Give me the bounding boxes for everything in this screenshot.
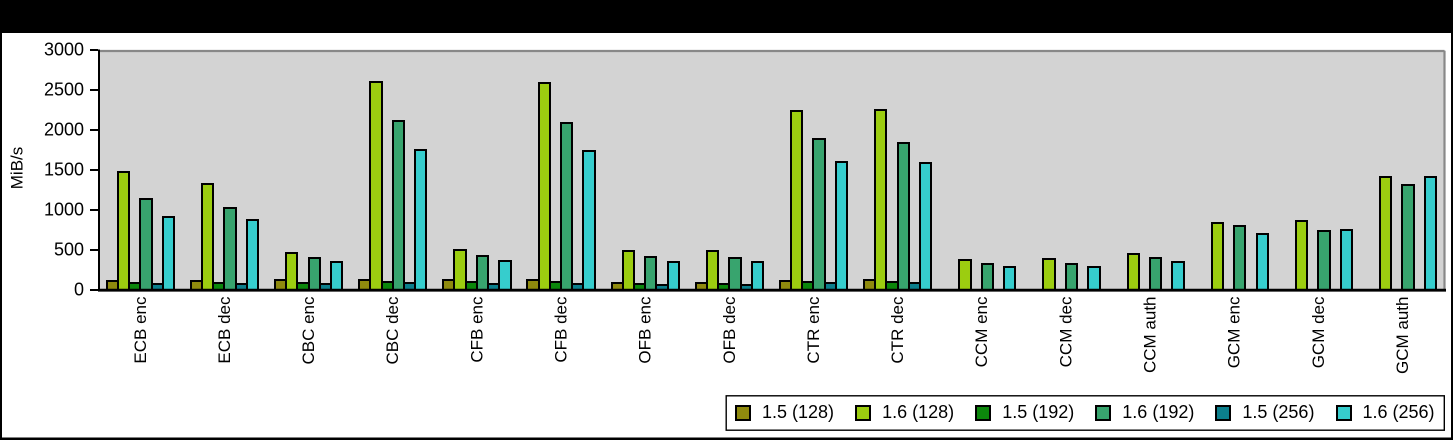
svg-text:ECB dec: ECB dec [215,296,234,364]
svg-text:CTR enc: CTR enc [804,296,823,364]
svg-text:GCM auth: GCM auth [1393,297,1412,374]
svg-text:CCM enc: CCM enc [972,296,991,367]
svg-text:1.6 (128): 1.6 (128) [882,402,954,422]
svg-text:1.5 (256): 1.5 (256) [1242,402,1314,422]
svg-text:1500: 1500 [44,159,84,179]
svg-text:ECB enc: ECB enc [131,296,150,364]
svg-text:CFB enc: CFB enc [467,296,486,363]
svg-text:500: 500 [54,239,84,259]
svg-text:OFB dec: OFB dec [720,296,739,364]
svg-text:1.5 (128): 1.5 (128) [762,402,834,422]
svg-text:OFB enc: OFB enc [636,296,655,364]
svg-text:CBC enc: CBC enc [299,296,318,365]
svg-text:1.5 (192): 1.5 (192) [1002,402,1074,422]
svg-text:CCM dec: CCM dec [1056,296,1075,367]
svg-text:0: 0 [74,279,84,299]
svg-text:GCM dec: GCM dec [1309,296,1328,368]
svg-text:1.6 (256): 1.6 (256) [1363,402,1435,422]
svg-text:CBC dec: CBC dec [383,296,402,365]
svg-text:1000: 1000 [44,199,84,219]
svg-text:2000: 2000 [44,119,84,139]
svg-text:3000: 3000 [44,39,84,59]
svg-text:GCM enc: GCM enc [1225,296,1244,368]
svg-text:1.6 (192): 1.6 (192) [1122,402,1194,422]
svg-text:2500: 2500 [44,79,84,99]
svg-text:MiB/s: MiB/s [8,147,27,190]
svg-text:CTR dec: CTR dec [888,296,907,364]
svg-text:CFB dec: CFB dec [552,296,571,363]
svg-text:CCM auth: CCM auth [1141,297,1160,374]
